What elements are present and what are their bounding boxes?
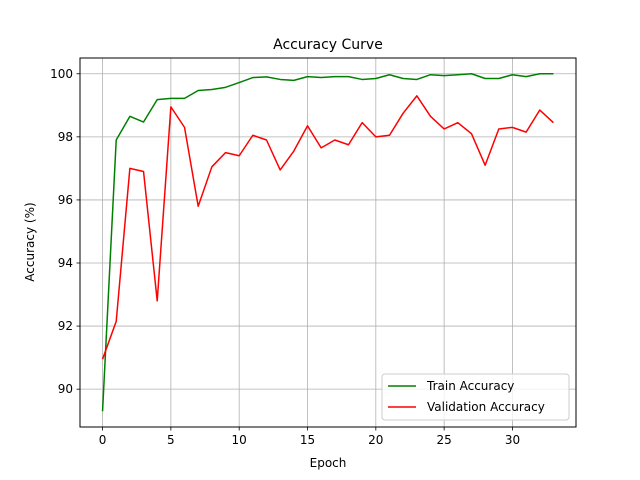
series-lines: [101, 73, 554, 412]
y-tick-label: 90: [58, 382, 73, 396]
y-tick-label: 96: [58, 193, 73, 207]
legend-label-train: Train Accuracy: [426, 379, 514, 393]
x-tick-label: 25: [437, 433, 452, 447]
chart-title: Accuracy Curve: [273, 37, 383, 53]
x-tick-label: 15: [300, 433, 315, 447]
y-tick-label: 92: [58, 319, 73, 333]
plot-frame: [79, 57, 577, 428]
x-tick-label: 5: [167, 433, 175, 447]
legend-box: [381, 373, 570, 421]
y-tick-label: 98: [58, 130, 73, 144]
x-tick-label: 0: [99, 433, 107, 447]
legend-label-validation: Validation Accuracy: [427, 400, 545, 414]
grid: [80, 58, 576, 427]
x-tick-label: 10: [232, 433, 247, 447]
x-tick-label: 20: [368, 433, 383, 447]
y-tick-label: 100: [50, 67, 73, 81]
x-axis-ticks: 0 5 10 15 20 25 30: [99, 427, 520, 447]
y-axis-ticks: 90 92 94 96 98 100: [50, 67, 80, 396]
y-tick-label: 94: [58, 256, 73, 270]
legend: Train Accuracy Validation Accuracy: [381, 373, 570, 421]
x-axis-label: Epoch: [310, 456, 347, 470]
series-line-train-accuracy: [101, 73, 554, 412]
series-line-validation-accuracy: [101, 95, 554, 360]
x-tick-label: 30: [505, 433, 520, 447]
y-axis-label: Accuracy (%): [23, 202, 37, 281]
